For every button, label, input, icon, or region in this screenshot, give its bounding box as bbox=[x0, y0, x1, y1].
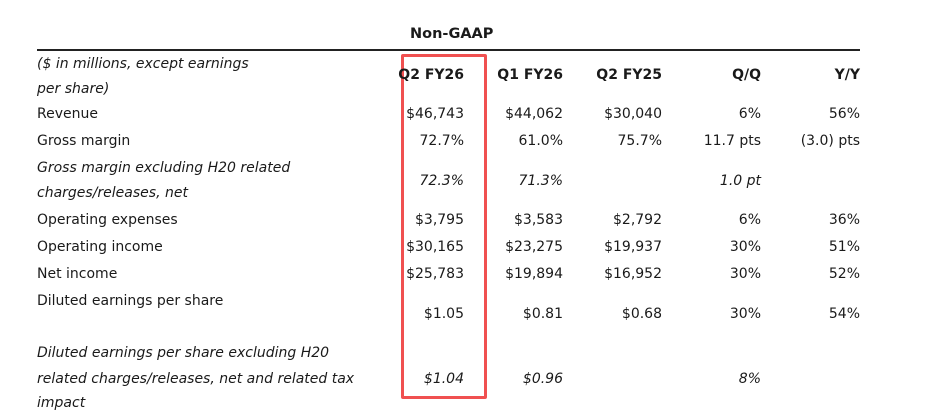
row-label: Diluted earnings per share bbox=[37, 293, 224, 309]
row-label: Operating expenses bbox=[37, 212, 178, 228]
table-title: Non-GAAP bbox=[410, 26, 494, 42]
cell-value: 36% bbox=[828, 212, 860, 228]
cell-value: 30% bbox=[729, 306, 761, 322]
row-label: related charges/releases, net and relate… bbox=[37, 371, 355, 387]
cell-value: 30% bbox=[729, 266, 761, 282]
cell-value: 6% bbox=[738, 212, 761, 228]
row-label: Operating income bbox=[37, 239, 163, 255]
header-divider bbox=[37, 49, 860, 51]
highlight-box-q2fy26 bbox=[401, 54, 487, 399]
cell-value: $2,792 bbox=[613, 212, 662, 228]
cell-value: 72.7% bbox=[419, 133, 464, 149]
cell-value: $0.96 bbox=[522, 371, 563, 387]
cell-value: 30% bbox=[729, 239, 761, 255]
cell-value: $3,583 bbox=[514, 212, 563, 228]
cell-value: $25,783 bbox=[406, 266, 464, 282]
cell-value: 54% bbox=[828, 306, 860, 322]
cell-value: 61.0% bbox=[518, 133, 563, 149]
row-label: Diluted earnings per share excluding H20 bbox=[37, 345, 330, 361]
cell-value: 11.7 pts bbox=[703, 133, 761, 149]
cell-value: $16,952 bbox=[604, 266, 662, 282]
units-note: ($ in millions, except earnings bbox=[37, 56, 249, 72]
column-header-q2fy25: Q2 FY25 bbox=[596, 67, 662, 83]
column-header-yoy: Y/Y bbox=[834, 67, 860, 83]
cell-value: 51% bbox=[828, 239, 860, 255]
cell-value: (3.0) pts bbox=[800, 133, 860, 149]
cell-value: 75.7% bbox=[617, 133, 662, 149]
cell-value: $30,040 bbox=[604, 106, 662, 122]
cell-value: 71.3% bbox=[518, 173, 563, 189]
cell-value: $3,795 bbox=[415, 212, 464, 228]
cell-value: 6% bbox=[738, 106, 761, 122]
column-header-q2fy26: Q2 FY26 bbox=[398, 67, 464, 83]
cell-value: $23,275 bbox=[505, 239, 563, 255]
cell-value: $1.05 bbox=[423, 306, 464, 322]
row-label: impact bbox=[37, 395, 86, 411]
cell-value: 72.3% bbox=[419, 173, 464, 189]
row-label: Revenue bbox=[37, 106, 98, 122]
row-label: Net income bbox=[37, 266, 118, 282]
cell-value: 1.0 pt bbox=[719, 173, 761, 189]
cell-value: $0.81 bbox=[522, 306, 563, 322]
cell-value: $46,743 bbox=[406, 106, 464, 122]
cell-value: $44,062 bbox=[505, 106, 563, 122]
column-header-qoq: Q/Q bbox=[732, 67, 761, 83]
units-note: per share) bbox=[37, 81, 110, 97]
cell-value: $0.68 bbox=[621, 306, 662, 322]
cell-value: $30,165 bbox=[406, 239, 464, 255]
cell-value: 8% bbox=[738, 371, 761, 387]
row-label: Gross margin excluding H20 related bbox=[37, 160, 291, 176]
row-label: Gross margin bbox=[37, 133, 131, 149]
cell-value: 52% bbox=[828, 266, 860, 282]
cell-value: $19,937 bbox=[604, 239, 662, 255]
cell-value: $1.04 bbox=[423, 371, 464, 387]
cell-value: $19,894 bbox=[505, 266, 563, 282]
row-label: charges/releases, net bbox=[37, 185, 188, 201]
column-header-q1fy26: Q1 FY26 bbox=[497, 67, 563, 83]
cell-value: 56% bbox=[828, 106, 860, 122]
